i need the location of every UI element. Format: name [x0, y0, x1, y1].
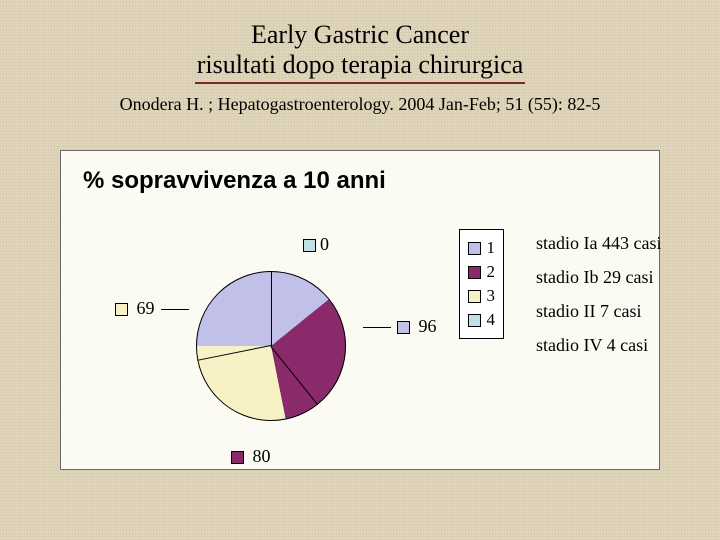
legend-label: 2 [487, 262, 496, 282]
annotation: stadio Ib 29 casi [536, 267, 653, 288]
swatch-icon [231, 451, 244, 464]
citation: Onodera H. ; Hepatogastroenterology. 200… [0, 94, 720, 115]
title-line-1: Early Gastric Cancer [0, 20, 720, 50]
legend-label: 3 [487, 286, 496, 306]
legend-label: 1 [487, 238, 496, 258]
callout-zero: 0 [303, 234, 329, 255]
callout-69: 69 [115, 298, 189, 319]
chart-panel: % sopravvivenza a 10 anni 0 96 80 69 1 2… [60, 150, 660, 470]
annotation: stadio IV 4 casi [536, 335, 648, 356]
callout-80: 80 [231, 446, 271, 467]
swatch-icon [303, 239, 316, 252]
legend-item: 1 [468, 236, 496, 260]
leader-line [363, 327, 391, 328]
callout-label: 0 [320, 234, 329, 254]
chart-title: % sopravvivenza a 10 anni [61, 151, 659, 195]
annotation: stadio Ia 443 casi [536, 233, 661, 254]
pie-chart [191, 266, 351, 426]
title-block: Early Gastric Cancer risultati dopo tera… [0, 0, 720, 84]
legend-item: 3 [468, 284, 496, 308]
title-line-2: risultati dopo terapia chirurgica [195, 50, 526, 84]
legend-swatch-icon [468, 266, 481, 279]
legend-swatch-icon [468, 314, 481, 327]
legend-item: 4 [468, 308, 496, 332]
callout-label: 69 [137, 298, 155, 318]
swatch-icon [115, 303, 128, 316]
legend-item: 2 [468, 260, 496, 284]
annotation: stadio II 7 casi [536, 301, 641, 322]
callout-label: 96 [419, 316, 437, 336]
legend-swatch-icon [468, 290, 481, 303]
legend-swatch-icon [468, 242, 481, 255]
legend: 1 2 3 4 [459, 229, 505, 339]
callout-96: 96 [363, 316, 437, 337]
callout-label: 80 [253, 446, 271, 466]
swatch-icon [397, 321, 410, 334]
legend-label: 4 [487, 310, 496, 330]
leader-line [161, 309, 189, 310]
